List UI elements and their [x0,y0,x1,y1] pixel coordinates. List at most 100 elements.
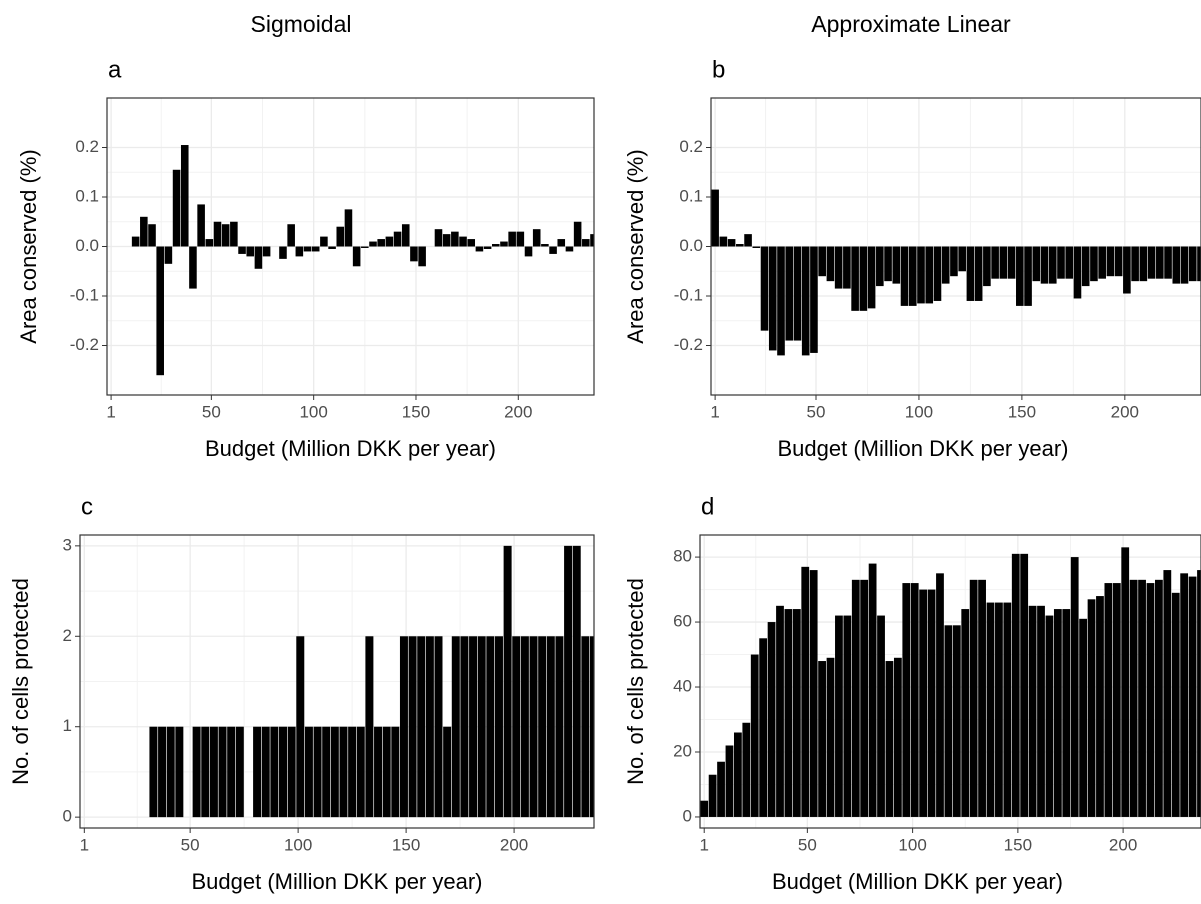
bar [564,545,573,818]
bar [1180,573,1189,817]
bar [1020,553,1029,817]
bar [1131,246,1139,282]
y-tick-label: 60 [673,612,692,631]
panel-label: d [701,493,714,520]
bar [941,246,950,284]
bar [303,246,312,252]
bar [1172,246,1181,284]
y-tick-label: 0.2 [75,137,99,156]
y-tick-label: -0.2 [674,335,703,354]
bar [508,231,516,247]
bar [1098,246,1106,279]
bar [279,726,288,818]
bar [1045,615,1054,817]
bar [936,573,944,817]
bar [851,246,859,311]
bar [483,246,492,249]
bar [877,615,885,817]
bar [520,636,529,818]
bar [352,246,361,267]
bar [1106,246,1115,277]
bar [529,636,538,818]
x-tick-label: 100 [284,835,312,854]
bar [1188,246,1197,282]
bar [192,726,201,818]
bar [541,244,549,247]
bar [767,622,776,817]
bar [1062,609,1071,817]
panel-border [699,534,1201,829]
bar [750,654,759,817]
bar [494,636,503,818]
bar [227,726,236,818]
bar [1003,602,1012,817]
bar [868,563,877,817]
bar [1070,557,1079,817]
bar [1188,576,1197,817]
bar [512,636,521,818]
x-tick-label: 150 [1008,402,1036,421]
x-tick-label: 100 [299,402,327,421]
bar [451,231,459,247]
bar [1146,583,1155,817]
column-title: Sigmoidal [251,11,352,37]
bar [917,246,925,304]
bar [760,246,769,331]
bar [1138,579,1146,817]
y-axis-title: Area conserved (%) [16,149,41,343]
bar [279,246,287,259]
bar [328,246,336,249]
bar [287,224,295,247]
bar [201,726,210,818]
y-tick-label: 3 [63,535,72,554]
bar [835,615,843,817]
bar [744,234,752,247]
bar [1079,618,1088,817]
bar [158,726,167,818]
bar [311,246,320,252]
bar [1028,605,1037,817]
bar [1065,246,1074,279]
bar [230,221,238,247]
y-tick-label: 40 [673,677,692,696]
bar [986,602,995,817]
bar [860,579,869,817]
bar [197,204,205,247]
bar [1087,599,1096,817]
bar [1147,246,1156,279]
bar [467,239,476,247]
bar [391,726,400,818]
y-tick-label: -0.1 [70,285,99,304]
bar [164,246,173,264]
bar [1096,596,1104,817]
bar [910,583,919,817]
bar [1032,246,1041,282]
bar [792,609,801,817]
y-tick-label: -0.1 [674,285,703,304]
bar [1081,246,1090,287]
bar [253,726,262,818]
bar [776,605,784,817]
bar [1057,246,1065,279]
bar [180,145,189,247]
bar [590,234,594,247]
bar [295,246,304,257]
y-tick-label: 0.0 [679,236,703,255]
bar [1129,579,1138,817]
x-tick-label: 50 [202,402,221,421]
bar [958,246,966,272]
bar [719,236,728,247]
bar [1053,609,1062,817]
bar [810,246,818,353]
x-tick-label: 200 [1111,402,1139,421]
bar [377,239,385,247]
bar [801,246,810,356]
bar [313,726,322,818]
bar [717,761,725,817]
bar [356,726,365,818]
bar [711,189,719,247]
bar [876,246,884,287]
bar [966,246,975,301]
panel-label: c [81,493,93,520]
bar [148,224,156,247]
